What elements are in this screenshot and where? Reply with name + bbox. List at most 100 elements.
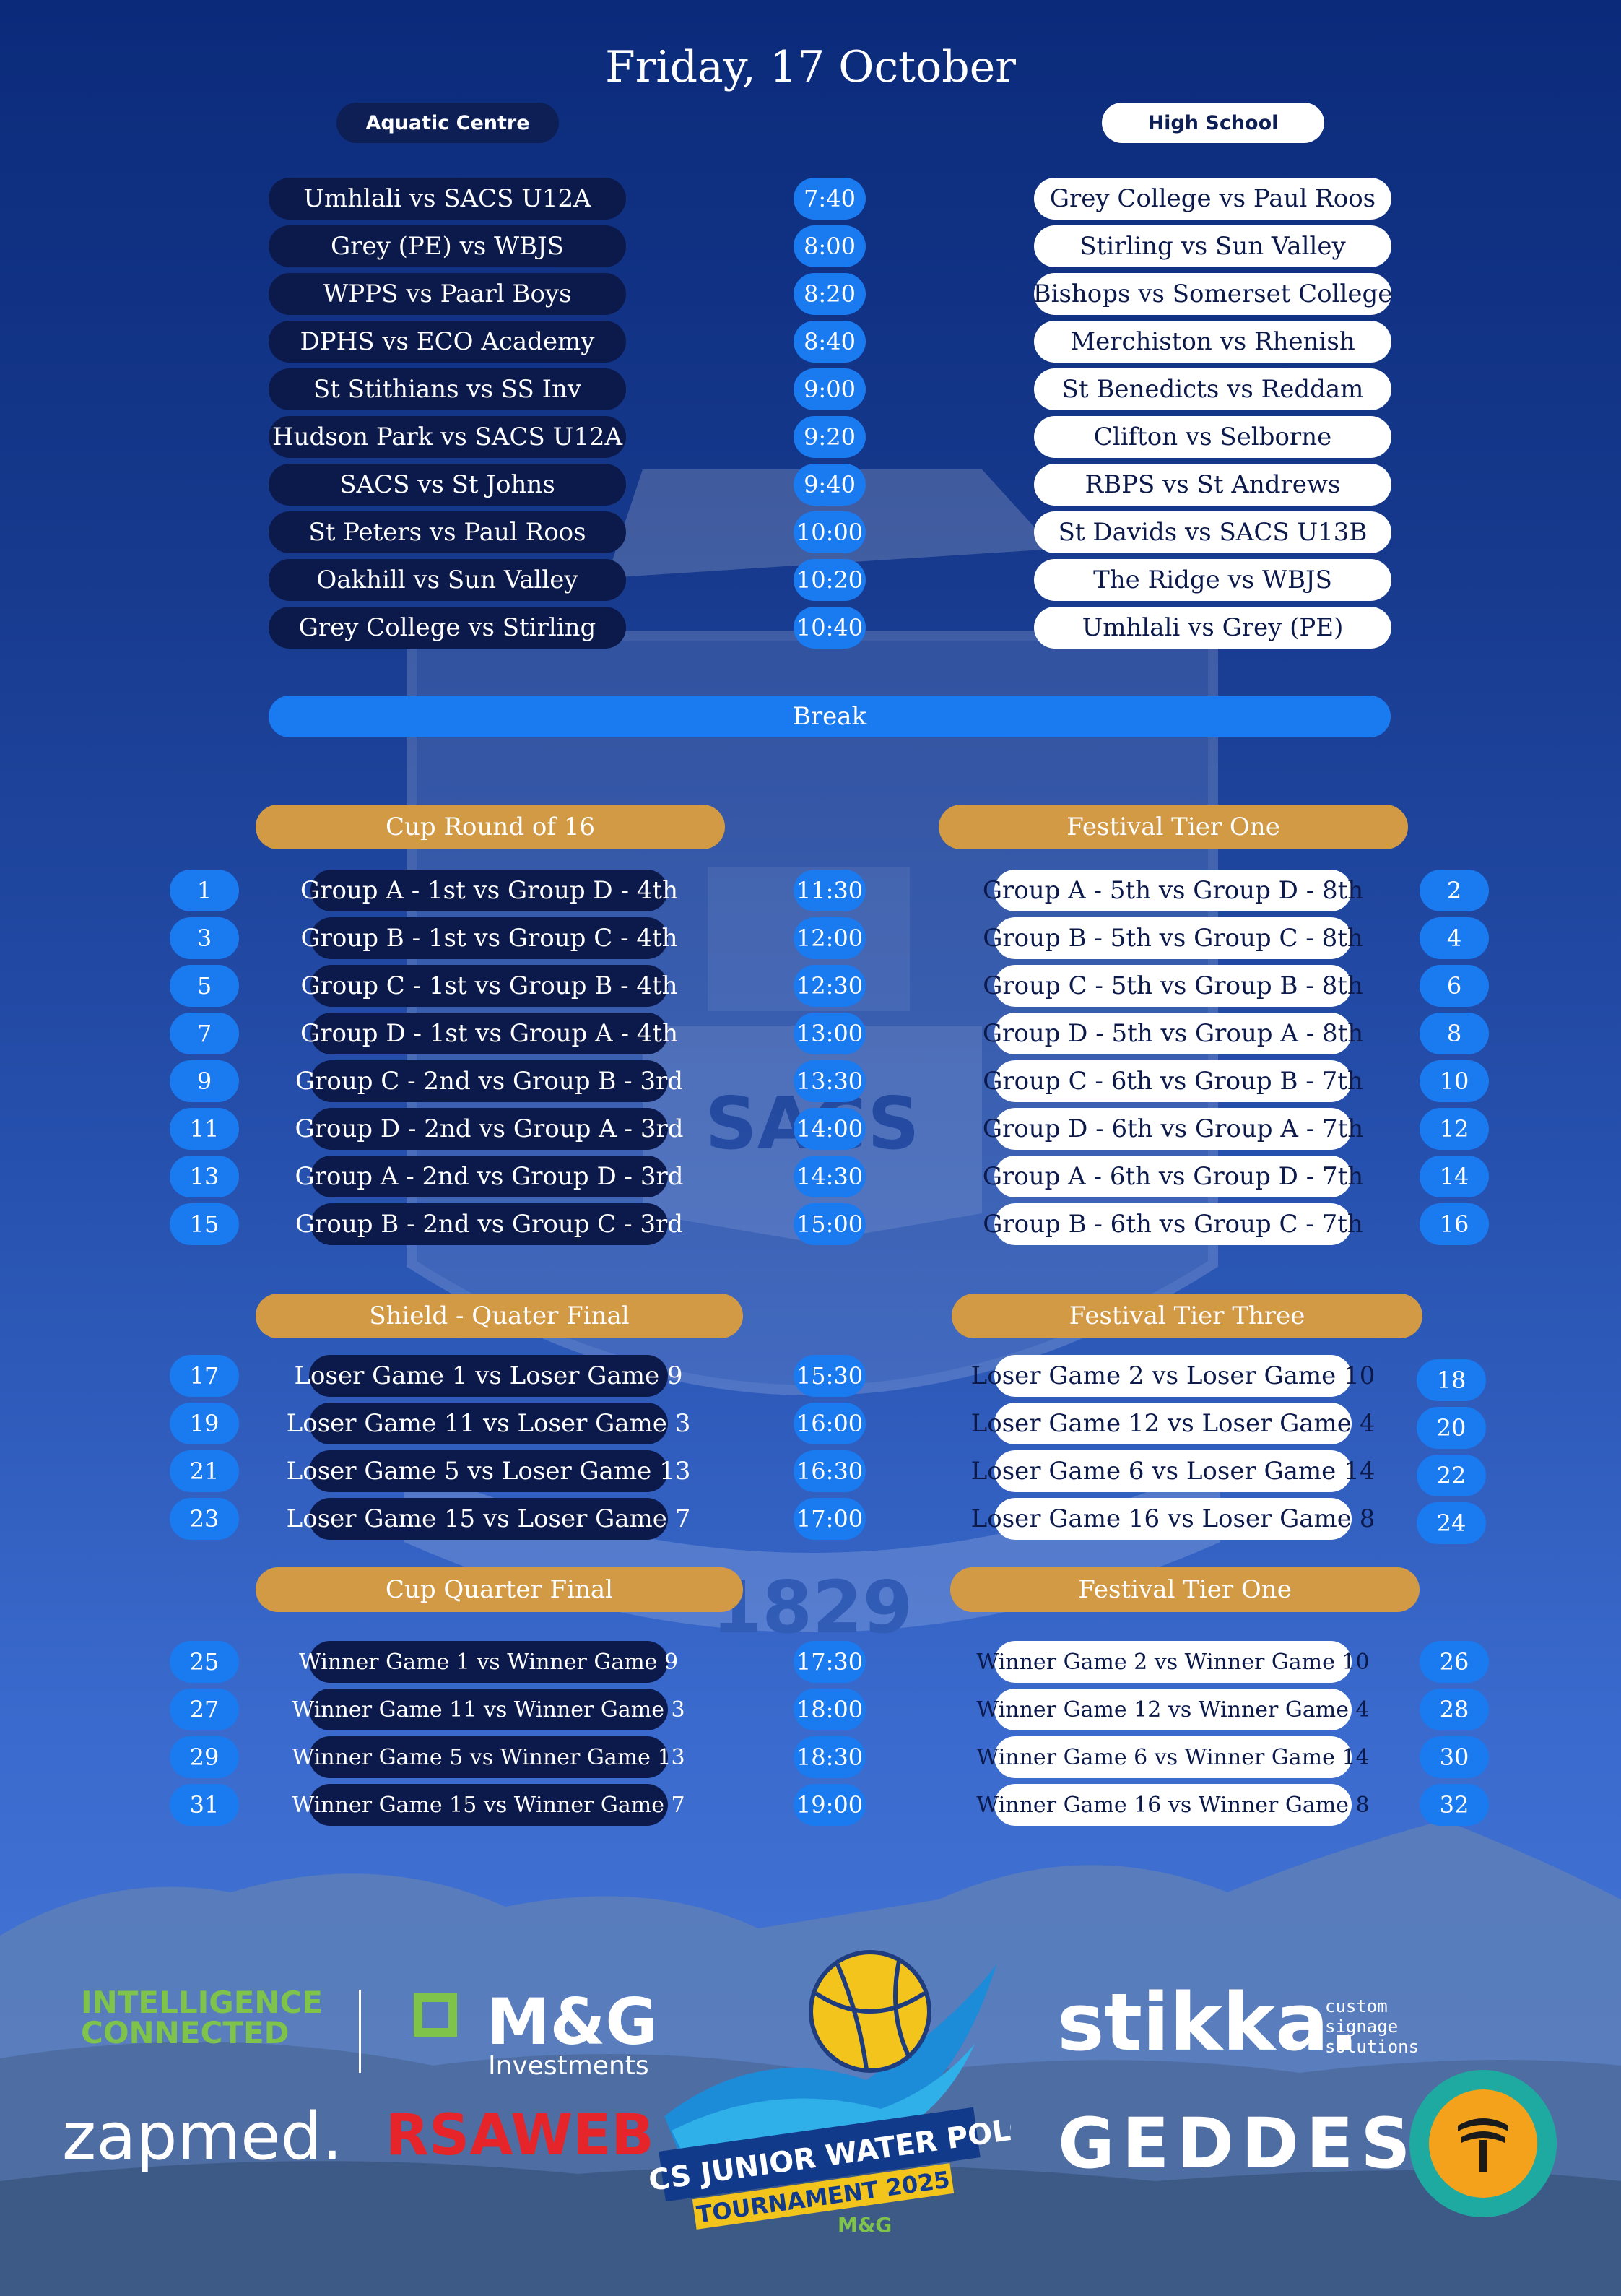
game-number: 2 xyxy=(1420,870,1489,911)
match-right: Winner Game 12 vs Winner Game 4 xyxy=(976,1689,1370,1730)
mg-logo: M&G xyxy=(487,1985,658,2059)
stikka-tagline-2: signage xyxy=(1325,2016,1399,2037)
game-number: 1 xyxy=(170,870,239,911)
match-time: 11:30 xyxy=(794,870,866,911)
stikka-logo: stikka. xyxy=(1057,1976,1360,2068)
zapmed-logo: zapmed. xyxy=(62,2099,343,2175)
match-left: Winner Game 11 vs Winner Game 3 xyxy=(292,1689,685,1730)
match-time: 17:00 xyxy=(794,1498,866,1540)
game-number: 27 xyxy=(170,1689,239,1730)
match-time: 15:00 xyxy=(794,1203,866,1245)
game-number: 14 xyxy=(1420,1156,1489,1197)
match-time: 14:30 xyxy=(794,1156,866,1197)
match-left: Group D - 1st vs Group A - 4th xyxy=(300,1013,678,1054)
game-number: 12 xyxy=(1420,1108,1489,1150)
match-time: 15:30 xyxy=(794,1355,866,1397)
match-time: 8:40 xyxy=(794,321,866,363)
game-number: 8 xyxy=(1420,1013,1489,1054)
match-right: Merchiston vs Rhenish xyxy=(1034,321,1391,363)
match-right: Grey College vs Paul Roos xyxy=(1034,178,1391,220)
game-number: 11 xyxy=(170,1108,239,1150)
match-right: Group D - 6th vs Group A - 7th xyxy=(983,1108,1363,1150)
stikka-tagline-1: custom xyxy=(1325,1996,1388,2016)
game-number: 23 xyxy=(170,1498,239,1540)
game-number: 16 xyxy=(1420,1203,1489,1245)
page-title: Friday, 17 October xyxy=(605,42,1016,92)
match-right: Group A - 5th vs Group D - 8th xyxy=(983,870,1363,911)
match-left: Grey College vs Stirling xyxy=(269,607,626,649)
match-time: 19:00 xyxy=(794,1784,866,1826)
match-left: Winner Game 15 vs Winner Game 7 xyxy=(292,1784,685,1826)
tournament-mg: M&G xyxy=(838,2213,892,2237)
match-right: Clifton vs Selborne xyxy=(1034,416,1391,458)
match-time: 8:00 xyxy=(794,225,866,267)
match-time: 8:20 xyxy=(794,273,866,315)
fnb-logo-icon xyxy=(1409,2070,1557,2217)
match-left: Group D - 2nd vs Group A - 3rd xyxy=(295,1108,683,1150)
match-left: SACS vs St Johns xyxy=(269,464,626,506)
match-left: Group C - 2nd vs Group B - 3rd xyxy=(295,1060,683,1102)
match-left: Winner Game 1 vs Winner Game 9 xyxy=(299,1641,678,1683)
match-left: Loser Game 1 vs Loser Game 9 xyxy=(294,1355,683,1397)
match-left: St Stithians vs SS Inv xyxy=(269,368,626,410)
match-right: Group B - 5th vs Group C - 8th xyxy=(983,917,1363,959)
match-time: 16:00 xyxy=(794,1403,866,1444)
mg-square-icon xyxy=(414,1993,457,2037)
match-left: Oakhill vs Sun Valley xyxy=(269,559,626,601)
match-time: 9:40 xyxy=(794,464,866,506)
match-time: 14:00 xyxy=(794,1108,866,1150)
match-time: 12:00 xyxy=(794,917,866,959)
match-left: Group A - 2nd vs Group D - 3rd xyxy=(295,1156,683,1197)
match-time: 12:30 xyxy=(794,965,866,1007)
stikka-tagline: custom signage solutions xyxy=(1325,1996,1419,2057)
match-left: Hudson Park vs SACS U12A xyxy=(269,416,626,458)
match-time: 18:00 xyxy=(794,1689,866,1730)
match-left: Grey (PE) vs WBJS xyxy=(269,225,626,267)
match-right: Loser Game 16 vs Loser Game 8 xyxy=(971,1498,1375,1540)
section3-right-header: Festival Tier One xyxy=(950,1567,1420,1612)
venue-left: Aquatic Centre xyxy=(336,103,559,143)
game-number: 26 xyxy=(1420,1641,1489,1683)
game-number: 3 xyxy=(170,917,239,959)
match-left: WPPS vs Paarl Boys xyxy=(269,273,626,315)
game-number: 17 xyxy=(170,1355,239,1397)
game-number: 25 xyxy=(170,1641,239,1683)
match-time: 18:30 xyxy=(794,1736,866,1778)
match-right: The Ridge vs WBJS xyxy=(1034,559,1391,601)
match-left: Umhlali vs SACS U12A xyxy=(269,178,626,220)
match-left: Winner Game 5 vs Winner Game 13 xyxy=(292,1736,685,1778)
match-left: Group C - 1st vs Group B - 4th xyxy=(300,965,678,1007)
sponsor-divider xyxy=(359,1990,361,2073)
section3-left-header: Cup Quarter Final xyxy=(256,1567,743,1612)
intelligence-connected-logo: INTELLIGENCE CONNECTED xyxy=(81,1988,323,2048)
crest-year: 1829 xyxy=(712,1565,913,1650)
match-time: 13:00 xyxy=(794,1013,866,1054)
game-number: 32 xyxy=(1420,1784,1489,1826)
match-right: Winner Game 16 vs Winner Game 8 xyxy=(976,1784,1370,1826)
intelligence-line2: CONNECTED xyxy=(81,2015,290,2050)
match-right: Winner Game 6 vs Winner Game 14 xyxy=(976,1736,1370,1778)
match-time: 13:30 xyxy=(794,1060,866,1102)
match-time: 10:20 xyxy=(794,559,866,601)
match-right: Bishops vs Somerset College xyxy=(1033,273,1392,315)
game-number: 18 xyxy=(1417,1359,1486,1401)
game-number: 7 xyxy=(170,1013,239,1054)
match-right: Group D - 5th vs Group A - 8th xyxy=(983,1013,1363,1054)
game-number: 13 xyxy=(170,1156,239,1197)
match-left: Group A - 1st vs Group D - 4th xyxy=(300,870,678,911)
match-left: Loser Game 11 vs Loser Game 3 xyxy=(287,1403,690,1444)
game-number: 6 xyxy=(1420,965,1489,1007)
section2-left-header: Shield - Quater Final xyxy=(256,1294,743,1338)
match-right: Loser Game 12 vs Loser Game 4 xyxy=(971,1403,1375,1444)
match-right: Group B - 6th vs Group C - 7th xyxy=(983,1203,1363,1245)
match-right: Loser Game 2 vs Loser Game 10 xyxy=(971,1355,1375,1397)
mg-investments: Investments xyxy=(488,2051,649,2081)
section1-right-header: Festival Tier One xyxy=(939,805,1408,849)
match-right: Stirling vs Sun Valley xyxy=(1034,225,1391,267)
game-number: 28 xyxy=(1420,1689,1489,1730)
match-time: 16:30 xyxy=(794,1450,866,1492)
game-number: 29 xyxy=(170,1736,239,1778)
match-right: RBPS vs St Andrews xyxy=(1034,464,1391,506)
match-right: Loser Game 6 vs Loser Game 14 xyxy=(971,1450,1375,1492)
